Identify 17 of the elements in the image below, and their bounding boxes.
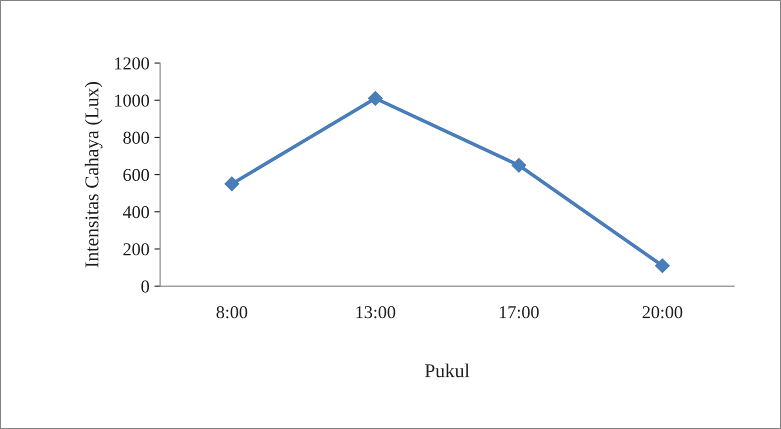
point (224, 176, 240, 192)
y-tick-label: 800 (123, 132, 149, 144)
y-axis-title: Intensitas Cahaya (Lux) (84, 82, 102, 268)
y-tick-label: 400 (122, 206, 149, 218)
x-tick-label: 20:00 (642, 306, 682, 318)
y-tick-label: 1200 (115, 57, 149, 70)
y-tick-label: 0 (141, 280, 149, 293)
point (654, 258, 670, 274)
x-tick-label: 8:00 (216, 306, 248, 318)
y-tick-label: 1000 (115, 94, 149, 107)
y-tick-label: 200 (123, 243, 149, 256)
point (511, 158, 526, 173)
x-tick-label: 13:00 (356, 306, 396, 318)
x-axis-title: Pukul (424, 364, 470, 378)
y-tick-label: 600 (123, 168, 149, 182)
point (368, 90, 383, 106)
x-tick-label: 17:00 (500, 306, 539, 318)
